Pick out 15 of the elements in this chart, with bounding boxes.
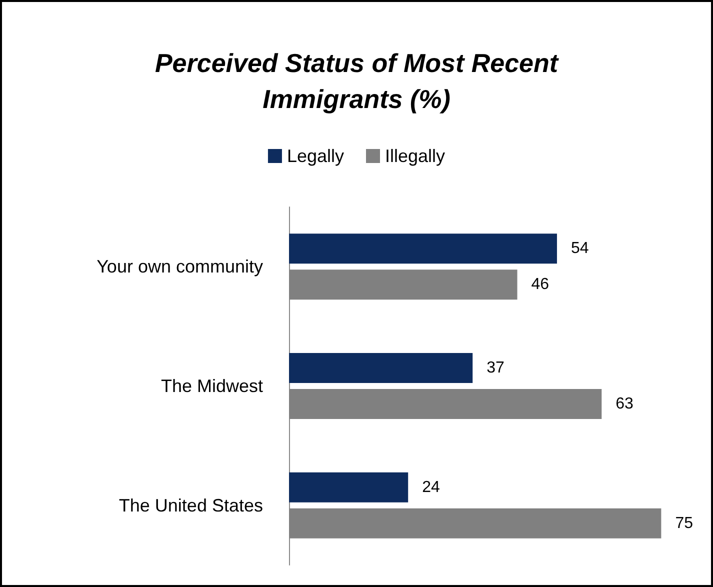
data-label: 75: [675, 514, 694, 532]
data-label: 63: [616, 396, 634, 412]
bar: [289, 353, 473, 383]
data-label: 24: [422, 478, 440, 496]
data-label: 37: [486, 360, 505, 376]
data-label: 46: [531, 276, 550, 294]
y-tick-label: The United States: [118, 495, 263, 516]
legend-label: Illegally: [385, 146, 446, 166]
legend-label: Legally: [286, 146, 344, 166]
y-tick-label: Your own community: [96, 256, 263, 277]
y-tick-label: The Midwest: [160, 376, 263, 396]
bar: [289, 472, 408, 502]
bar: [289, 234, 557, 264]
chart-title: Perceived Status of Most Recent Immigrants (%): [154, 48, 560, 114]
data-label: 54: [570, 240, 589, 258]
